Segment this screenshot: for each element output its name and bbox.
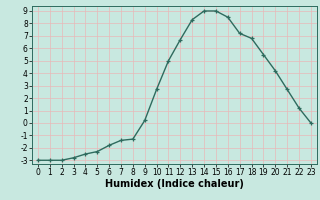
- X-axis label: Humidex (Indice chaleur): Humidex (Indice chaleur): [105, 179, 244, 189]
